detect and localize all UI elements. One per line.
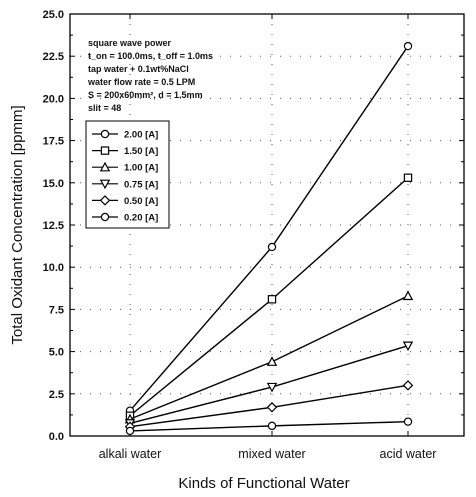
legend-item: 0.50 [A] [92, 195, 158, 207]
series-line [129, 45, 409, 412]
data-point [402, 341, 414, 352]
y-tick-label: 2.5 [49, 389, 64, 401]
y-tick-label: 15.0 [43, 178, 64, 190]
legend-label: 1.00 [A] [124, 163, 158, 174]
annotation-line-3: tap water + 0.1wt%NaCl [88, 64, 189, 74]
data-point [266, 402, 278, 413]
y-axis: 0.0 2.5 5.0 7.5 10.0 12.5 15.0 17.5 20.0 22.5 25.0 [43, 9, 464, 443]
legend-item: 1.50 [A] [92, 146, 158, 157]
x-tick-label: acid water [380, 447, 437, 461]
x-tick-label: alkali water [99, 447, 162, 461]
legend-item: 1.00 [A] [92, 161, 158, 174]
y-tick-label: 20.0 [43, 93, 64, 105]
legend-marker [99, 179, 111, 190]
data-point [403, 173, 413, 182]
y-tick-label: 10.0 [43, 262, 64, 274]
legend-label: 0.75 [A] [124, 179, 158, 190]
legend-label: 1.50 [A] [124, 146, 158, 157]
legend-item: 0.20 [A] [92, 213, 158, 224]
legend-marker [99, 161, 111, 172]
annotation-line-6: slit = 48 [88, 103, 121, 113]
annotation-line-4: water flow rate = 0.5 LPM [87, 77, 195, 87]
annotation-line-5: S = 200x60mm², d = 1.5mm [88, 90, 203, 100]
data-point [266, 356, 278, 366]
legend-marker [100, 146, 110, 155]
legend-marker [100, 129, 110, 139]
data-point [267, 242, 277, 252]
y-tick-label: 0.0 [49, 431, 64, 443]
legend-label: 2.00 [A] [124, 130, 158, 141]
legend-marker [100, 212, 110, 222]
data-point [267, 295, 277, 304]
data-point [266, 382, 278, 393]
legend-marker [99, 195, 111, 206]
annotation-line-1: square wave power [88, 38, 172, 48]
data-point [267, 421, 277, 431]
x-axis: alkali water mixed water acid water [99, 14, 437, 461]
y-tick-label: 5.0 [49, 347, 64, 359]
y-tick-label: 7.5 [49, 304, 64, 316]
annotation-line-2: t_on = 100.0ms, t_off = 1.0ms [88, 51, 213, 61]
y-axis-title: Total Oxidant Concentration [ppmm] [9, 105, 26, 344]
y-tick-label: 25.0 [43, 9, 64, 21]
x-axis-title: Kinds of Functional Water [178, 475, 349, 492]
legend-label: 0.50 [A] [124, 196, 158, 207]
series-6 [125, 417, 413, 436]
series-5 [124, 380, 414, 432]
legend-label: 0.20 [A] [124, 213, 158, 224]
data-point [402, 290, 414, 301]
y-tick-label: 17.5 [43, 136, 64, 148]
data-point [402, 380, 414, 391]
data-point [125, 426, 135, 436]
data-point [403, 41, 413, 51]
y-tick-label: 12.5 [43, 220, 64, 232]
series-group [124, 41, 414, 436]
legend: 2.00 [A] 1.50 [A] 1.00 [A] 0.75 [A] 0.50 [A]… [85, 120, 170, 229]
x-tick-label: mixed water [238, 447, 305, 461]
y-tick-label: 22.5 [43, 51, 64, 63]
legend-box [85, 120, 170, 229]
legend-item: 0.75 [A] [92, 179, 158, 190]
legend-item: 2.00 [A] [92, 130, 158, 141]
series-line [129, 295, 409, 420]
conditions-annotation: square wave power t_on = 100.0ms, t_off … [87, 38, 213, 113]
data-point [403, 417, 413, 426]
